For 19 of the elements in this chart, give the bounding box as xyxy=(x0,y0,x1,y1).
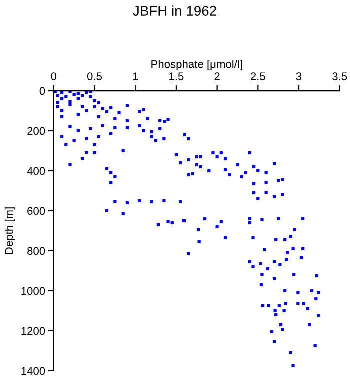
y-tick-label: 800 xyxy=(28,247,46,256)
x-tick-label: 2.5 xyxy=(250,72,266,80)
x-tick-label: 3 xyxy=(296,72,302,80)
x-axis-title: Phosphate [μmol/l] xyxy=(152,60,242,70)
y-tick-label: 0 xyxy=(40,87,46,96)
y-tick-label: 600 xyxy=(28,207,46,216)
x-tick-label: 3.5 xyxy=(332,72,348,80)
x-tick-label: 0 xyxy=(51,72,57,80)
y-tick-label: 400 xyxy=(27,167,46,176)
y-tick-label: 200 xyxy=(28,127,46,136)
x-tick-label: 0.5 xyxy=(87,72,102,80)
y-tick-label: 1000 xyxy=(22,287,46,296)
x-tick-label: 1 xyxy=(133,72,138,80)
chart-title: JBFH in 1962 xyxy=(133,6,216,16)
y-axis-title: Depth [m] xyxy=(4,208,16,254)
y-tick-label: 1400 xyxy=(22,367,46,376)
x-tick-label: 2 xyxy=(214,72,220,80)
x-tick-label: 1.5 xyxy=(170,72,184,80)
y-tick-label: 1200 xyxy=(22,327,46,336)
